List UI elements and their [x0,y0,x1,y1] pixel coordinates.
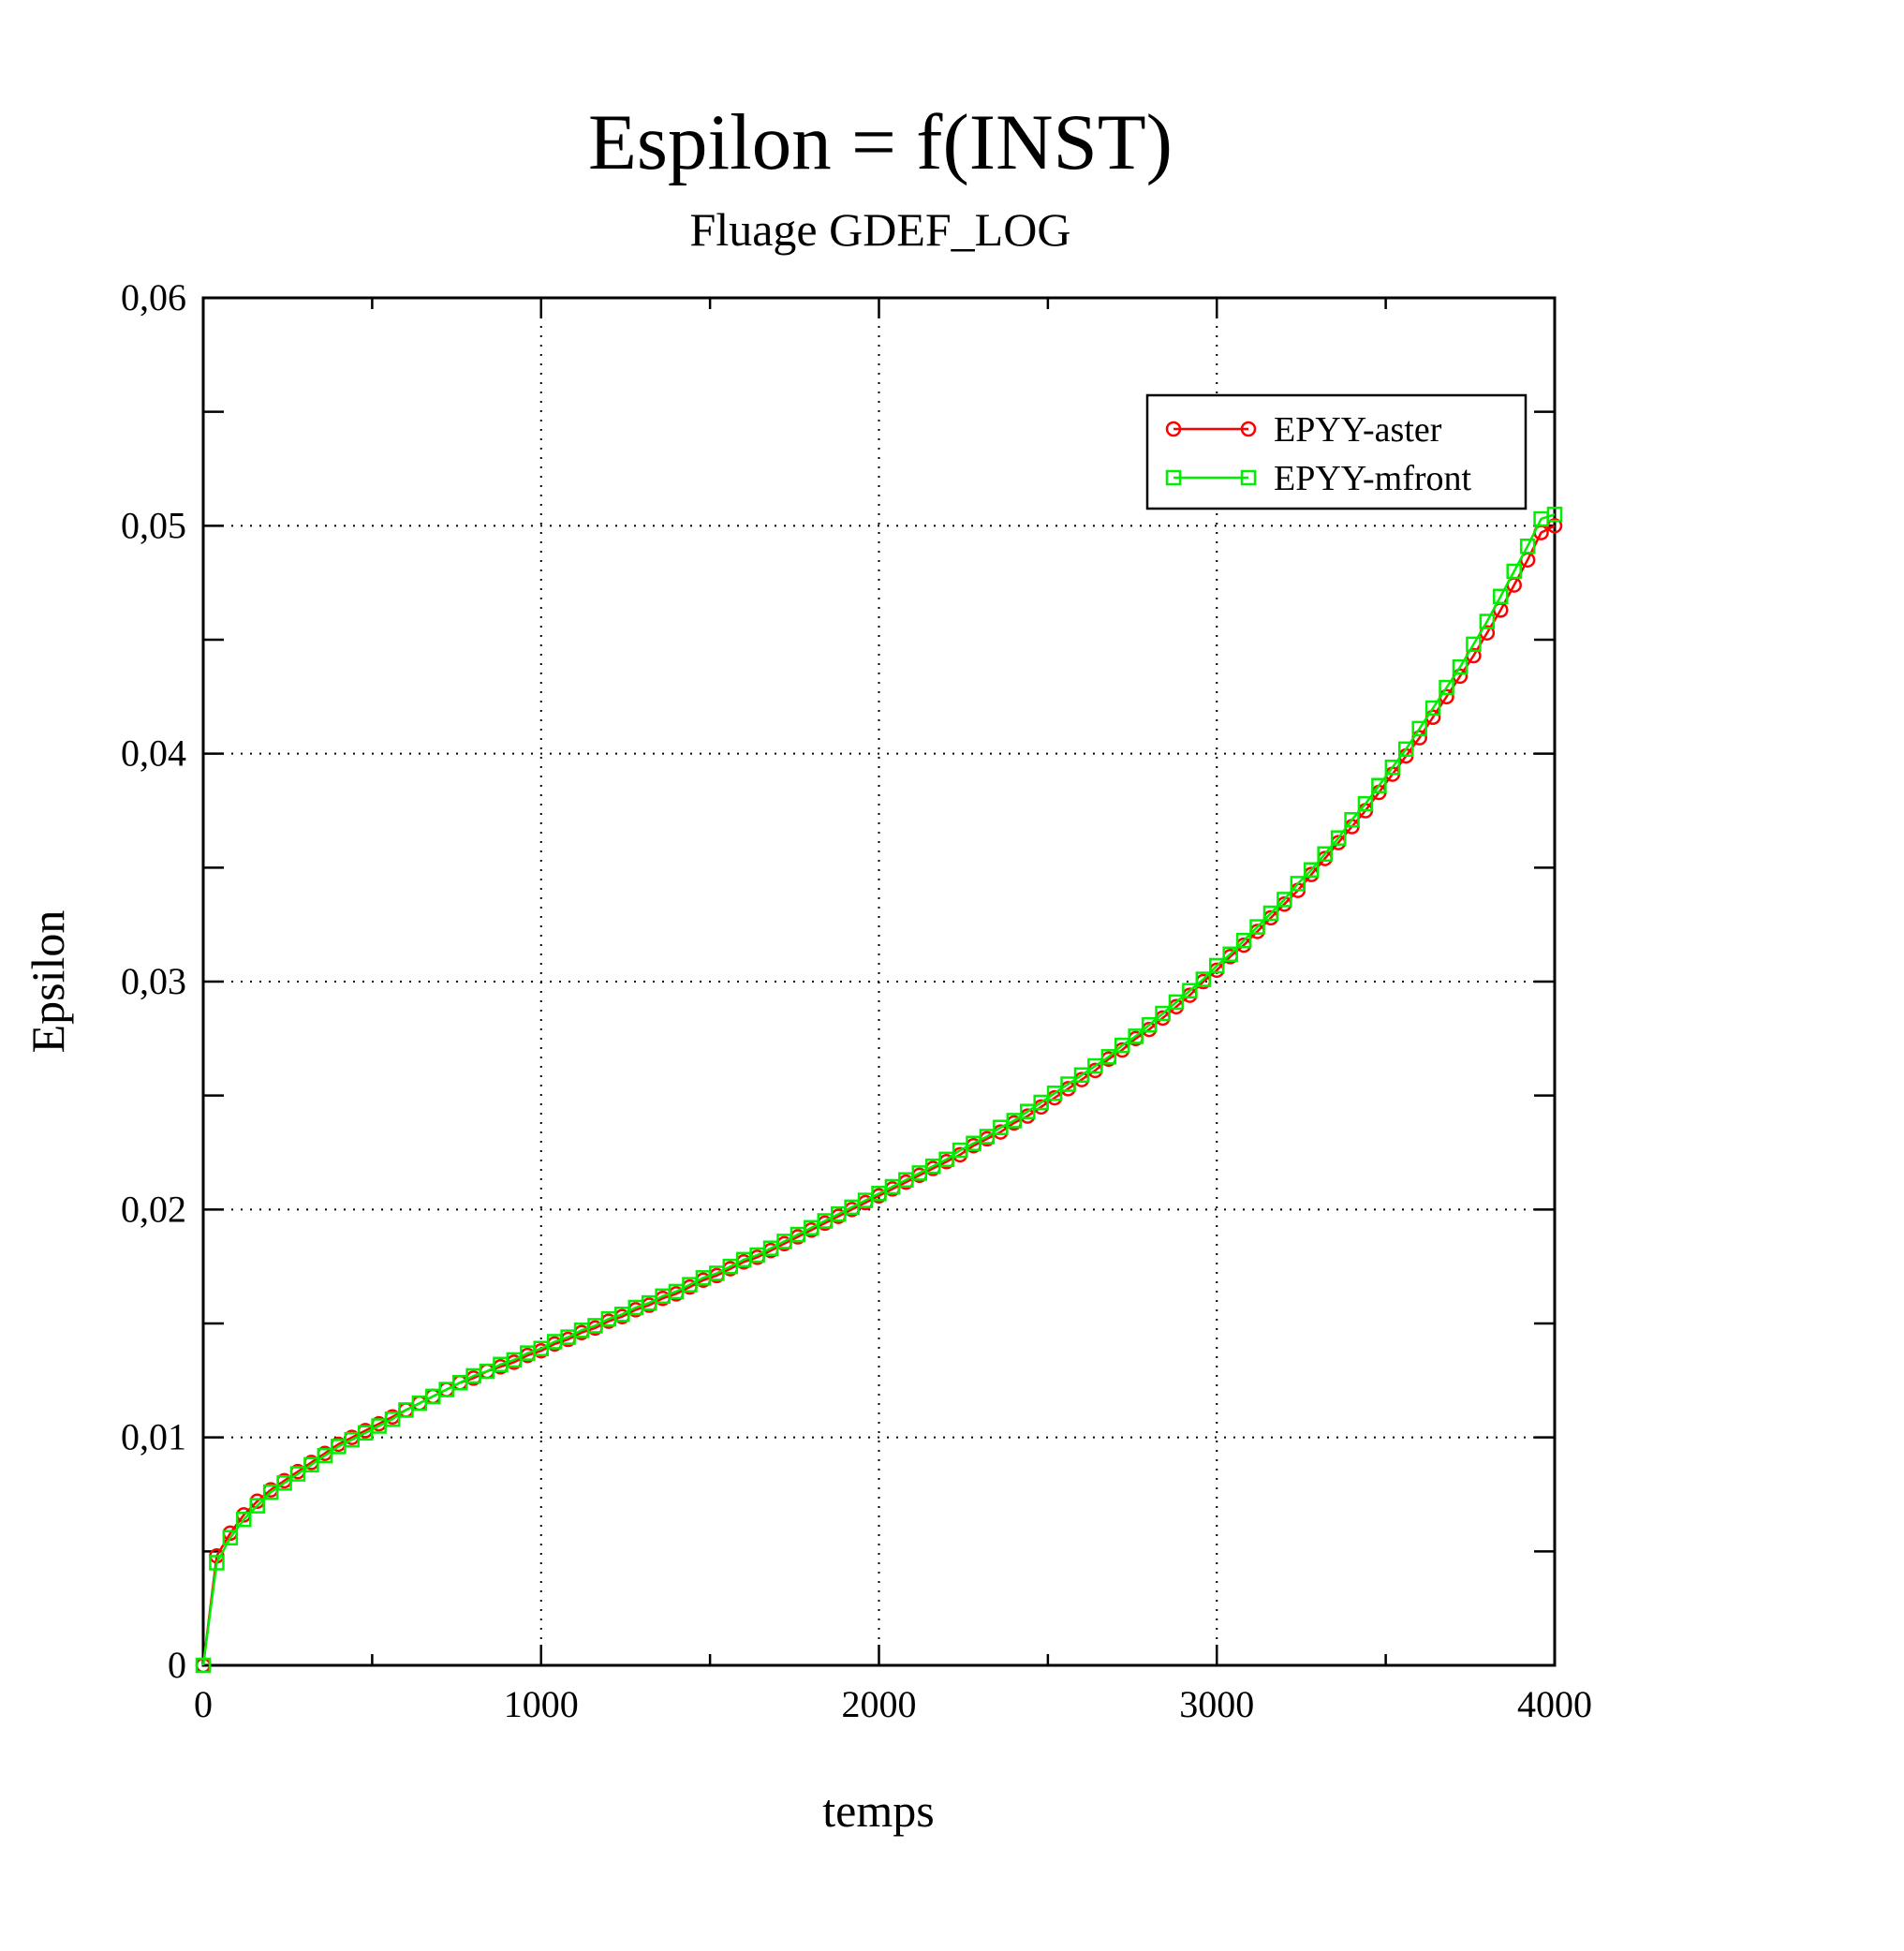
data-point [195,1657,212,1674]
legend-item: EPYY-aster [1165,410,1442,450]
data-point [1290,876,1306,892]
data-point [1317,846,1333,862]
x-tick-label: 4000 [1517,1683,1592,1725]
data-point [289,1466,306,1482]
data-point [1344,811,1360,828]
y-tick-label: 0,05 [121,504,186,546]
data-point [1493,588,1509,605]
chart-subtitle: Fluage GDEF_LOG [690,203,1071,256]
plot-frame [201,296,1557,1667]
data-point [1006,1113,1023,1129]
data-point [384,1411,401,1427]
data-point [1519,538,1536,554]
x-tick-label: 3000 [1179,1683,1254,1725]
y-tick-label: 0 [168,1644,186,1686]
data-point [1128,1028,1144,1044]
data-point [1546,506,1563,523]
data-point [1277,892,1292,908]
series-layer [195,506,1563,1674]
data-point [1141,1016,1158,1033]
data-point [209,1555,225,1571]
x-axis-label: temps [822,1784,934,1837]
data-point [222,1530,239,1545]
series-EPYY-mfront [195,506,1563,1674]
data-point [249,1498,265,1514]
data-point [1384,760,1401,776]
data-point [1371,777,1387,793]
data-point [1209,957,1225,974]
data-point [276,1475,292,1491]
data-point [1506,563,1522,580]
legend-item: EPYY-mfront [1165,459,1472,498]
x-tick-label: 1000 [504,1683,579,1725]
data-point [1330,830,1347,846]
chart-title: Espilon = f(INST) [588,98,1173,186]
data-point [1019,1103,1036,1119]
y-tick-label: 0,03 [121,960,186,1002]
legend-marker [1240,469,1257,486]
data-point [1235,932,1252,949]
data-point [1073,1067,1090,1084]
grid [203,298,1555,1665]
y-tick-label: 0,02 [121,1188,186,1230]
legend-label: EPYY-aster [1274,410,1442,450]
data-point [979,1129,996,1145]
y-axis-label: Epsilon [22,910,74,1054]
data-point [1033,1094,1049,1111]
data-point [1182,983,1198,998]
data-point [1452,658,1469,675]
y-tick-label: 0,04 [121,732,186,775]
legend-label: EPYY-mfront [1274,459,1472,498]
data-point [1168,994,1185,1011]
axis-ticks: 0 1000 2000 3000 4000 0 0,01 0,02 0,03 0,04 0,05 0,… [121,276,1592,1725]
legend-marker [1165,469,1182,486]
data-point [262,1484,279,1500]
data-point [317,1447,333,1464]
data-point [1466,636,1482,653]
legend-marker [1165,421,1182,437]
data-point [1087,1057,1103,1074]
data-point [1262,905,1279,922]
data-point [1155,1005,1171,1022]
data-point [1304,862,1320,879]
data-point [1222,946,1238,963]
data-point [1046,1085,1063,1101]
y-tick-label: 0,06 [121,276,186,318]
data-point [1060,1076,1076,1092]
data-point [1479,613,1496,629]
data-point [1249,919,1265,935]
data-point [1357,795,1374,812]
data-point [1424,700,1441,717]
data-point [303,1456,319,1473]
legend-marker [1240,421,1257,437]
y-tick-label: 0,01 [121,1416,186,1458]
x-tick-label: 0 [194,1683,213,1725]
legend: EPYY-aster EPYY-mfront [1145,393,1528,510]
data-point [1398,741,1414,758]
data-point [938,1151,954,1168]
data-point [1439,679,1454,696]
data-point [236,1512,252,1528]
data-point [1100,1049,1117,1065]
data-point [1114,1037,1130,1054]
data-point [1411,720,1427,737]
data-point [1195,971,1212,987]
series-line [201,513,1556,1666]
x-tick-label: 2000 [842,1683,917,1725]
legend-box [1145,393,1528,510]
